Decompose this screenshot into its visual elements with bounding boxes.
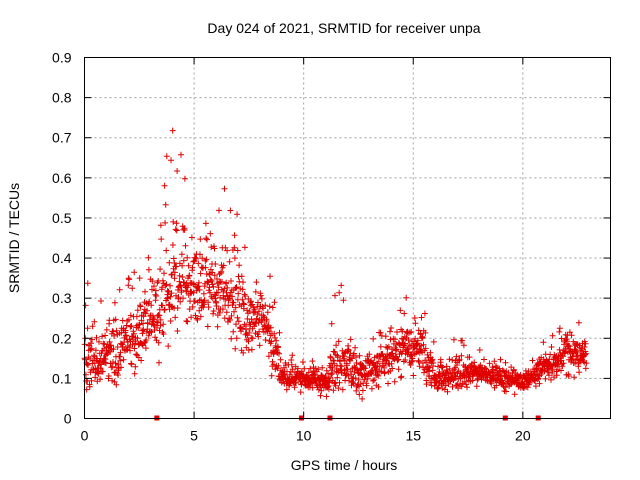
chart-title: Day 024 of 2021, SRMTID for receiver unp… xyxy=(207,20,480,36)
y-axis-label: SRMTID / TECUs xyxy=(6,183,22,293)
x-tick-label: 20 xyxy=(515,428,531,444)
axis-layer: 0 0.1 0.2 0.3 0.4 0.5 0.6 0.7 0.8 0.9 0 5 10 15 20 xyxy=(52,50,611,444)
x-axis-label: GPS time / hours xyxy=(291,457,398,473)
x-tick-label: 0 xyxy=(81,428,89,444)
y-tick-label: 0.1 xyxy=(52,370,72,386)
y-tick-label: 0.5 xyxy=(52,210,72,226)
x-tick-label: 15 xyxy=(405,428,421,444)
y-tick-label: 0.8 xyxy=(52,90,72,106)
srmtid-data-points xyxy=(81,127,590,402)
y-tick-label: 0.3 xyxy=(52,290,72,306)
y-tick-label: 0.9 xyxy=(52,50,72,66)
y-tick-label: 0.2 xyxy=(52,330,72,346)
y-tick-label: 0.7 xyxy=(52,130,72,146)
plot-frame xyxy=(84,57,611,419)
y-tick-label: 0 xyxy=(64,411,72,427)
x-tick-label: 10 xyxy=(296,428,312,444)
scatter-points xyxy=(81,127,590,402)
y-tick-label: 0.6 xyxy=(52,170,72,186)
x-tick-label: 5 xyxy=(190,428,198,444)
y-tick-label: 0.4 xyxy=(52,250,72,266)
